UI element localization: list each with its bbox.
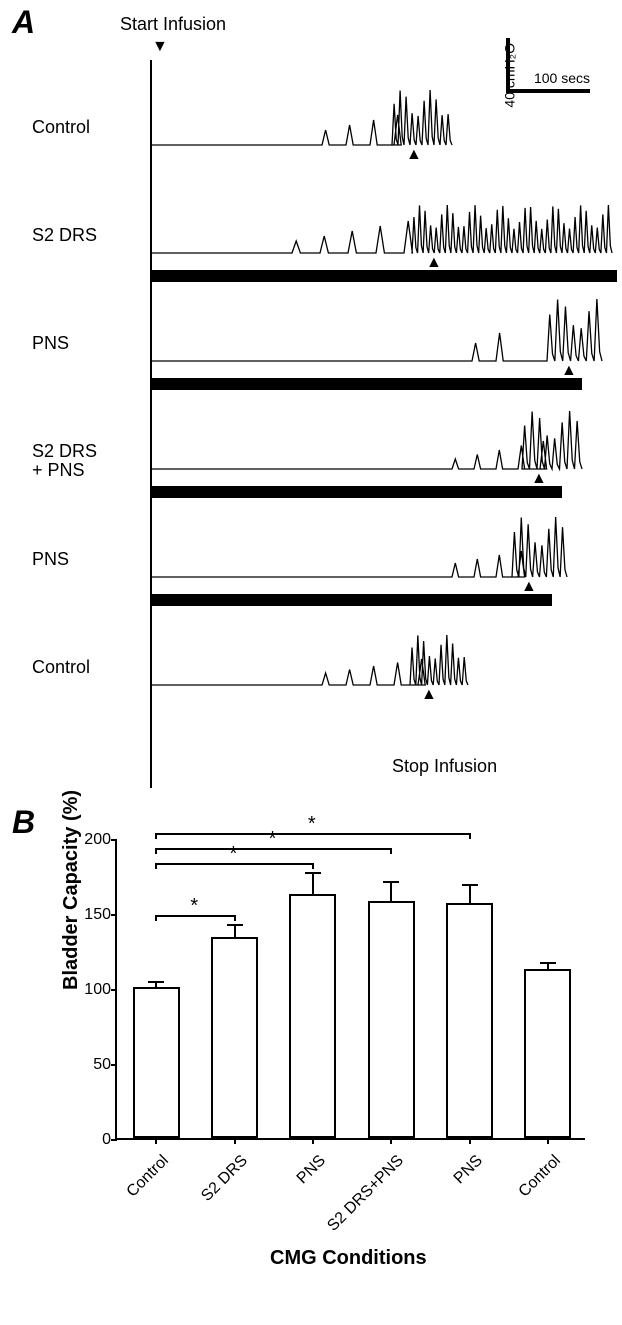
trace-row: PNS▲: [152, 492, 620, 600]
y-tick-mark: [111, 1139, 117, 1141]
x-category-label: Control: [481, 1152, 564, 1235]
significance-star: *: [269, 828, 277, 851]
trace-waveform: [152, 384, 617, 492]
error-cap: [227, 924, 243, 926]
y-axis-label: Bladder Capacity (%): [60, 790, 83, 990]
trace-label: PNS: [32, 550, 142, 569]
bar: [289, 894, 336, 1139]
trace-row: PNS▲: [152, 276, 620, 384]
significance-tick: [234, 915, 236, 921]
y-tick-label: 150: [77, 906, 111, 924]
bar: [524, 969, 571, 1139]
significance-tick: [155, 833, 157, 839]
error-cap: [383, 881, 399, 883]
stop-infusion-label: Stop Infusion: [392, 756, 497, 777]
significance-star: *: [308, 813, 316, 836]
trace-waveform: [152, 276, 617, 384]
error-cap: [540, 962, 556, 964]
stop-arrow-icon: ▲: [426, 254, 442, 272]
bar: [211, 937, 258, 1138]
trace-row: S2 DRS+ PNS▲: [152, 384, 620, 492]
y-tick-mark: [111, 914, 117, 916]
bar-chart: 050100150200ControlS2 DRSPNSS2 DRS+PNSPN…: [115, 840, 585, 1140]
x-tick-mark: [312, 1138, 314, 1144]
trace-row: Control▲: [152, 600, 620, 708]
y-tick-label: 0: [77, 1131, 111, 1149]
error-bar: [469, 885, 471, 903]
trace-label: PNS: [32, 334, 142, 353]
y-tick-label: 200: [77, 831, 111, 849]
bar: [133, 987, 180, 1139]
x-tick-mark: [234, 1138, 236, 1144]
bar: [446, 903, 493, 1139]
error-bar: [234, 925, 236, 937]
trace-label: Control: [32, 658, 142, 677]
y-tick-label: 50: [77, 1056, 111, 1074]
x-axis-label: CMG Conditions: [270, 1247, 427, 1270]
significance-star: *: [190, 895, 198, 918]
panel-a-label: A: [12, 4, 35, 41]
error-cap: [305, 872, 321, 874]
significance-tick: [155, 863, 157, 869]
stop-arrow-icon: ▲: [421, 686, 437, 704]
error-bar: [312, 873, 314, 894]
bar: [368, 901, 415, 1138]
trace-label: S2 DRS: [32, 226, 142, 245]
x-category-label: Control: [89, 1152, 172, 1235]
trace-waveform: [152, 60, 617, 168]
stop-arrow-icon: ▲: [521, 578, 537, 596]
significance-tick: [390, 848, 392, 854]
x-category-label: S2 DRS+PNS: [324, 1152, 407, 1235]
trace-label: S2 DRS+ PNS: [32, 442, 142, 480]
significance-tick: [312, 863, 314, 869]
stop-arrow-icon: ▲: [561, 362, 577, 380]
panel-a: A Start Infusion ▼ 40 cmH₂O 100 secs Con…: [20, 10, 620, 790]
x-category-label: S2 DRS: [168, 1152, 251, 1235]
trace-label: Control: [32, 118, 142, 137]
trace-waveform: [152, 600, 617, 708]
y-tick-label: 100: [77, 981, 111, 999]
x-tick-mark: [155, 1138, 157, 1144]
y-tick-mark: [111, 1064, 117, 1066]
x-category-label: PNS: [403, 1152, 486, 1235]
significance-tick: [155, 848, 157, 854]
start-infusion-label: Start Infusion: [120, 14, 226, 35]
panel-b-label: B: [12, 804, 35, 841]
traces-container: Control▲S2 DRS▲PNS▲S2 DRS+ PNS▲PNS▲Contr…: [150, 60, 620, 788]
start-arrow-icon: ▼: [152, 38, 168, 56]
trace-row: S2 DRS▲: [152, 168, 620, 276]
significance-tick: [469, 833, 471, 839]
stop-arrow-icon: ▲: [406, 146, 422, 164]
significance-tick: [155, 915, 157, 921]
trace-waveform: [152, 168, 617, 276]
y-tick-mark: [111, 839, 117, 841]
significance-star: *: [230, 843, 238, 866]
error-bar: [390, 882, 392, 902]
error-cap: [148, 981, 164, 983]
error-cap: [462, 884, 478, 886]
x-category-label: PNS: [246, 1152, 329, 1235]
trace-waveform: [152, 492, 617, 600]
x-tick-mark: [547, 1138, 549, 1144]
x-tick-mark: [469, 1138, 471, 1144]
stop-arrow-icon: ▲: [531, 470, 547, 488]
panel-b: B Bladder Capacity (%) 050100150200Contr…: [20, 810, 620, 1280]
y-tick-mark: [111, 989, 117, 991]
trace-row: Control▲: [152, 60, 620, 168]
x-tick-mark: [390, 1138, 392, 1144]
